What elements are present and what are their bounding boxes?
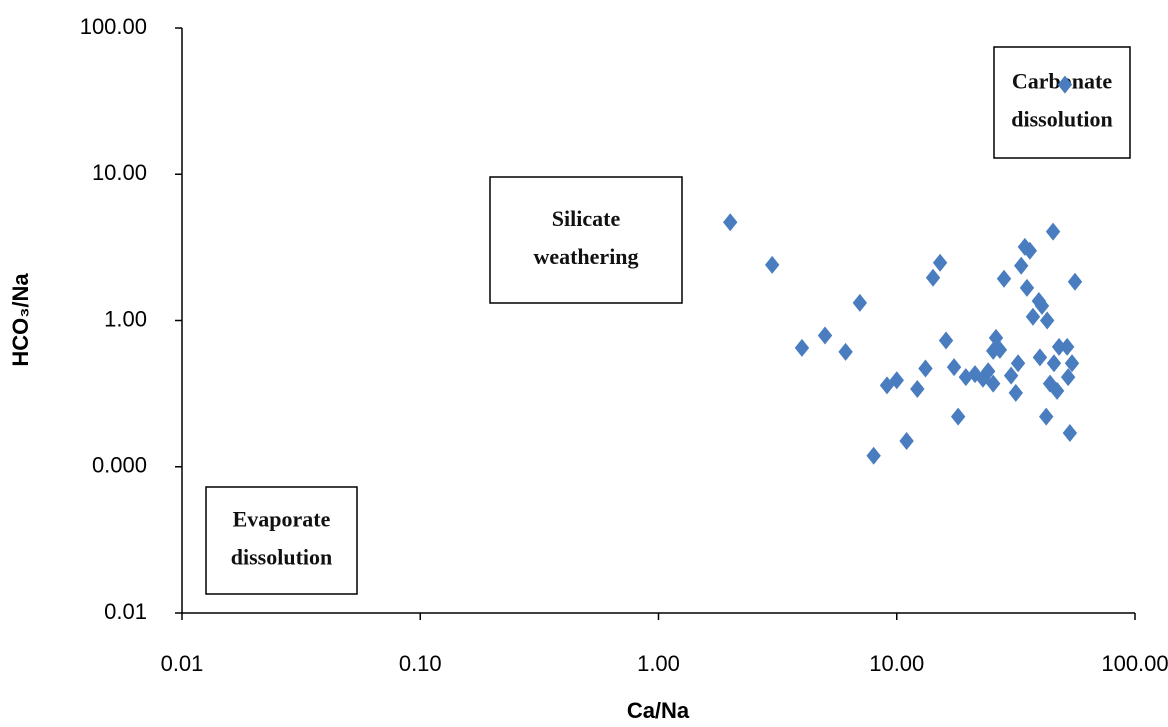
point <box>1039 407 1054 426</box>
point <box>950 407 966 426</box>
point <box>918 359 933 378</box>
y-tick-label: 100.00 <box>80 14 147 39</box>
point <box>1010 354 1026 373</box>
x-tick-label: 0.10 <box>399 651 442 676</box>
point <box>946 358 962 377</box>
point <box>899 431 914 450</box>
x-tick-label: 0.01 <box>161 651 204 676</box>
point <box>866 446 881 465</box>
annotation-text: Silicate <box>552 206 621 231</box>
y-tick-label: 10.00 <box>92 160 147 185</box>
annotation-box <box>205 486 358 595</box>
point <box>1034 296 1050 315</box>
point <box>1049 381 1065 400</box>
point <box>1003 366 1019 385</box>
annotation-text: dissolution <box>231 545 333 570</box>
point <box>1051 337 1067 356</box>
point <box>1045 222 1061 241</box>
point <box>1039 311 1055 330</box>
point <box>852 293 868 312</box>
y-tick-label: 0.01 <box>104 599 147 624</box>
point <box>723 213 738 232</box>
point <box>1046 354 1062 373</box>
x-tick-label: 10.00 <box>869 651 924 676</box>
annotation-box <box>993 46 1131 159</box>
point <box>764 255 780 274</box>
point <box>1017 237 1033 256</box>
point <box>1019 278 1035 297</box>
point <box>1008 383 1024 402</box>
point <box>1064 354 1080 373</box>
point <box>1025 307 1041 326</box>
x-tick-label: 1.00 <box>637 651 680 676</box>
point <box>1067 272 1083 291</box>
point <box>992 340 1008 359</box>
point <box>838 342 853 361</box>
point <box>986 374 1001 393</box>
y-tick-label: 1.00 <box>104 306 147 331</box>
x-tick-label: 100.00 <box>1101 651 1168 676</box>
point <box>980 362 996 381</box>
point <box>910 380 925 399</box>
point <box>925 268 941 287</box>
point <box>1062 424 1078 443</box>
point <box>1022 241 1038 260</box>
point <box>996 269 1012 288</box>
point <box>932 253 948 272</box>
point <box>1059 337 1075 356</box>
annotation-text: dissolution <box>1011 107 1113 132</box>
point <box>938 331 954 350</box>
point <box>889 371 904 390</box>
point <box>988 328 1004 347</box>
point <box>794 338 810 357</box>
annotation-text: weathering <box>533 244 638 269</box>
point <box>1057 75 1073 94</box>
point <box>1014 256 1029 275</box>
y-axis-title: HCO₃/Na <box>8 273 33 367</box>
point <box>817 326 833 345</box>
point <box>1032 348 1048 367</box>
annotation-box <box>489 176 683 304</box>
y-tick-label: 0.000 <box>92 453 147 478</box>
point <box>1060 368 1076 387</box>
annotation-text: Evaporate <box>233 507 331 532</box>
x-axis-title: Ca/Na <box>627 698 690 723</box>
